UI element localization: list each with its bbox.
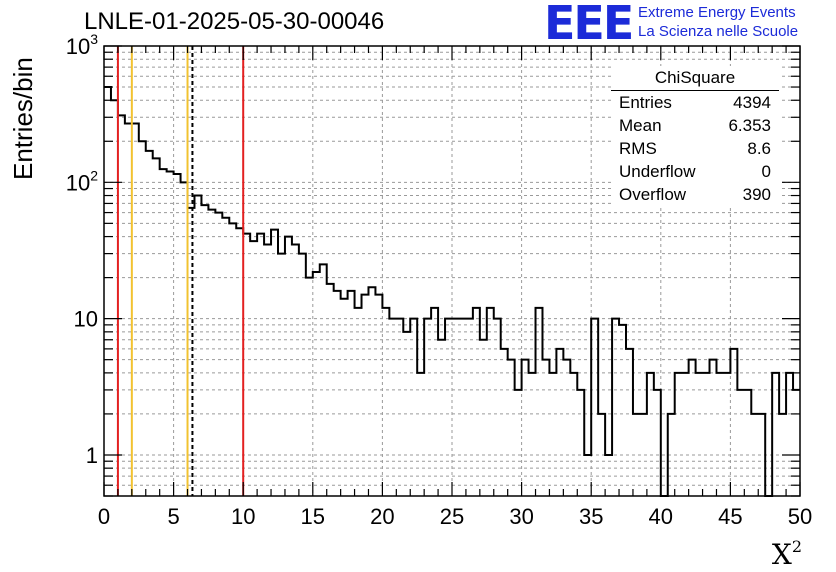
x-tick-label: 25 (440, 504, 464, 529)
eee-logo: EEE (544, 0, 634, 50)
chart-title: LNLE-01-2025-05-30-00046 (84, 8, 385, 35)
x-tick-label: 45 (718, 504, 742, 529)
y-tick-label: 1 (86, 443, 98, 468)
stats-label: Mean (619, 116, 662, 135)
histogram-series (104, 86, 800, 497)
stats-label: Entries (619, 93, 672, 112)
stats-label: Overflow (619, 185, 687, 204)
x-axis-label: X2 (772, 537, 802, 571)
stats-value: 390 (742, 185, 771, 204)
logo-line-2: La Scienza nelle Scuole (638, 23, 799, 40)
stats-value: 8.6 (747, 139, 771, 158)
x-tick-label: 35 (579, 504, 603, 529)
stats-box: ChiSquare Entries 4394 Mean 6.353 RMS 8.… (611, 66, 779, 206)
y-axis-label: Entries/bin (8, 57, 38, 180)
x-tick-label: 40 (649, 504, 673, 529)
logo-line-1: Extreme Energy Events (638, 4, 796, 21)
stats-value: 6.353 (728, 116, 771, 135)
x-tick-label: 15 (301, 504, 325, 529)
stats-title: ChiSquare (611, 66, 779, 91)
stats-label: Underflow (619, 162, 696, 181)
y-tick-label: 102 (66, 167, 98, 195)
stats-row-entries: Entries 4394 (611, 91, 779, 114)
stats-value: 0 (761, 162, 771, 181)
stats-row-rms: RMS 8.6 (611, 137, 779, 160)
stats-label: RMS (619, 139, 657, 158)
x-tick-label: 5 (167, 504, 179, 529)
stats-row-underflow: Underflow 0 (611, 160, 779, 183)
x-tick-label: 30 (509, 504, 533, 529)
stats-row-mean: Mean 6.353 (611, 114, 779, 137)
stats-row-overflow: Overflow 390 (611, 183, 779, 206)
y-tick-label: 103 (66, 31, 98, 59)
x-tick-label: 0 (98, 504, 110, 529)
x-tick-label: 10 (231, 504, 255, 529)
y-tick-label: 10 (74, 307, 98, 332)
stats-value: 4394 (733, 93, 771, 112)
x-tick-label: 50 (788, 504, 812, 529)
x-tick-label: 20 (370, 504, 394, 529)
